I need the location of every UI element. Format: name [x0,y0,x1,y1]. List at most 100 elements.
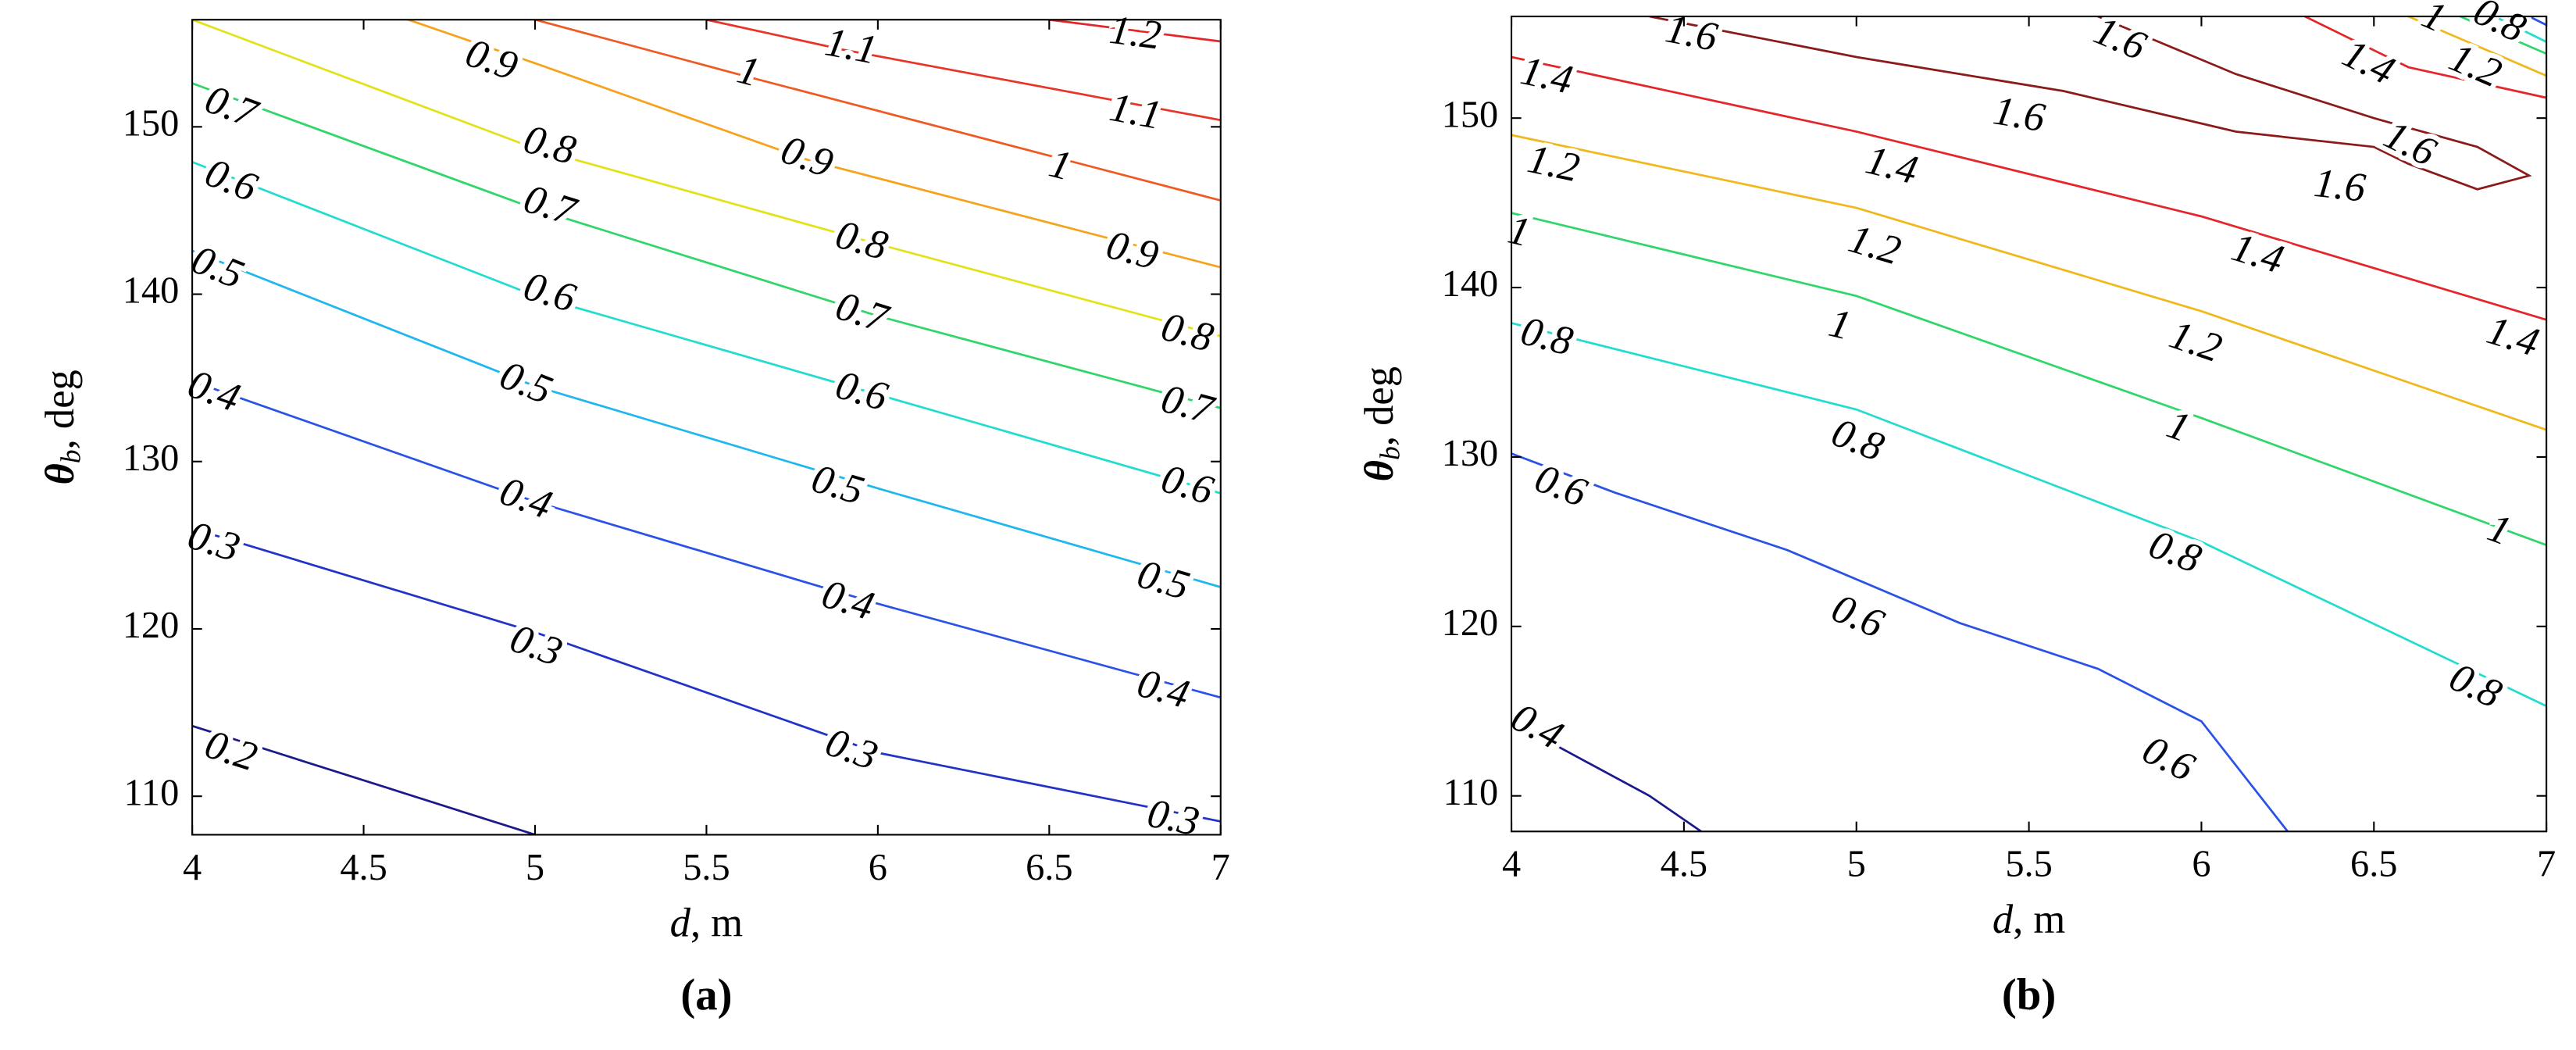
y-tick-label: 140 [1442,263,1499,305]
contour-line [2528,16,2547,27]
contour-line [1511,720,1702,832]
contour-label: 0.5 [494,352,558,413]
contour-label: 1.2 [1107,7,1163,59]
contour-line [192,82,1221,409]
y-tick-label: 110 [1443,772,1498,813]
x-tick-label: 5 [1847,844,1866,885]
x-axis-unit: , m [690,900,743,945]
panel-caption: (b) [2002,970,2056,1020]
y-axis-unit: , deg [1357,366,1402,446]
contour-line [1511,55,2547,321]
x-tick-label: 4 [183,847,202,888]
contour-line [1649,16,2532,191]
y-tick-label: 150 [123,102,180,144]
contour-label: 0.3 [505,616,568,676]
y-tick-label: 120 [1442,602,1499,644]
x-tick-label: 7 [1211,847,1230,888]
x-axis-label: d, m [1993,897,2066,942]
contour-label: 1 [1504,207,1534,256]
contour-label: 0.6 [2135,727,2202,791]
plot-area [1511,16,2547,832]
contour-label: 0.3 [820,720,883,780]
contour-line [192,161,1221,495]
contour-label: 0.8 [2442,654,2508,717]
contour-label: 1.4 [2335,30,2402,94]
contour-label: 0.6 [1825,585,1891,647]
y-tick-label: 140 [123,270,180,312]
x-tick-label: 7 [2537,844,2556,885]
contour-label: 1.4 [2227,224,2289,282]
x-tick-label: 5.5 [683,847,730,888]
y-axis-label: θb, deg [37,370,87,484]
contour-label: 0.8 [1516,308,1577,364]
contour-line [1511,212,2547,546]
contour-label: 1 [2482,505,2517,555]
contour-line [1511,322,2547,708]
contour-label: 0.8 [2143,521,2207,582]
contour-label: 0.7 [1157,376,1220,434]
contour-label: 0.7 [519,176,583,235]
contour-label: 0.9 [1102,222,1163,279]
plot-area [192,20,1221,835]
x-tick-label: 6.5 [1026,847,1072,888]
contour-line [192,380,1221,699]
x-tick-label: 6 [2192,844,2210,885]
contour-label: 1.4 [1517,48,1577,103]
x-tick-label: 4.5 [340,847,387,888]
contour-label: 1.1 [822,19,880,73]
contour-label: 0.9 [776,127,839,187]
x-axis-label: d, m [670,900,744,945]
contour-label: 1.6 [1662,5,1721,60]
x-axis-unit: , m [2013,897,2065,942]
contour-label: 0.5 [1133,551,1194,609]
y-axis-label: θb, deg [1357,366,1406,481]
contour-label: 1.2 [2164,312,2228,371]
y-tick-label: 110 [124,772,180,813]
contour-line [1511,452,2289,832]
contour-line [1049,20,1221,43]
contour-line [706,20,1221,122]
contour-line [2407,16,2547,77]
contour-label: 0.2 [200,721,262,780]
contour-label: 0.6 [199,150,264,211]
contour-label: 0.7 [199,77,265,138]
axes-frame [191,19,1222,836]
contour-line [1511,134,2547,431]
contour-label: 0.6 [519,263,581,321]
contour-label: 0.8 [1157,304,1218,361]
contour-label: 0.5 [807,455,869,513]
x-axis-symbol: d [670,900,691,945]
contour-label: 0.6 [1157,455,1219,513]
contour-label: 1.1 [1106,84,1165,138]
contour-line [192,724,536,835]
x-tick-label: 5.5 [2005,844,2052,885]
contour-label: 0.7 [830,283,895,342]
contour-label: 1.6 [2312,160,2368,211]
x-tick-label: 6.5 [2350,844,2397,885]
contour-line [192,249,1221,588]
contour-label: 1 [1045,141,1076,190]
contour-line [192,20,1221,338]
contour-label: 0.4 [1133,660,1194,717]
y-tick-label: 130 [1442,433,1499,474]
x-tick-label: 4.5 [1661,844,1707,885]
contour-label: 0.5 [185,237,249,298]
contour-label: 1 [2416,0,2453,41]
contour-label: 1.2 [1843,216,1906,273]
contour-label: 1.6 [1990,88,2049,141]
y-axis-subscript: b [1375,446,1406,460]
contour-line [2304,16,2547,99]
contour-label: 1 [733,47,764,96]
contour-label: 1 [2161,402,2196,451]
contour-label: 0.4 [817,571,879,629]
y-tick-label: 120 [123,605,180,646]
contour-line [2494,16,2547,43]
x-axis-symbol: d [1993,897,2014,942]
x-tick-label: 4 [1502,844,1521,885]
contour-label: 0.8 [831,212,893,269]
y-axis-symbol: θ [37,463,83,484]
y-axis-symbol: θ [1357,460,1402,481]
contour-label: 0.3 [1144,791,1203,845]
y-axis-subscript: b [55,449,87,463]
